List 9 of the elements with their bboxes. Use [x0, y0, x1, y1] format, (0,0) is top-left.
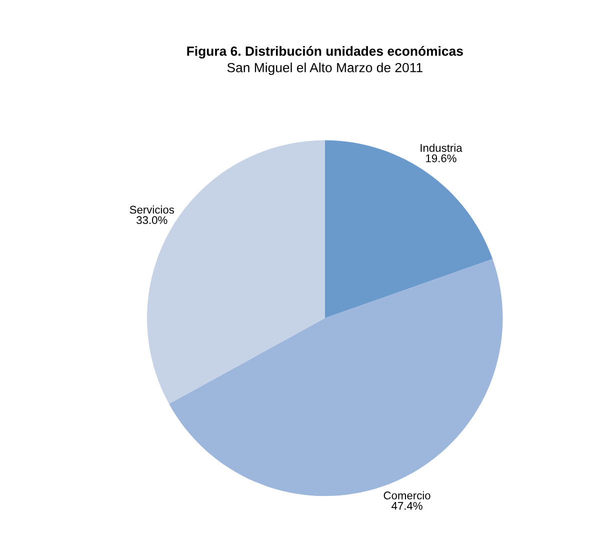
slice-label: Servicios: [130, 206, 174, 214]
chart-title: Figura 6. Distribución unidades económicas: [187, 46, 463, 58]
data-label: 33.0%: [136, 216, 168, 224]
pie-slice: [324, 140, 493, 318]
slice-label: Comercio: [384, 491, 430, 500]
data-label: 19.6%: [426, 154, 456, 162]
slice-label: Industria: [420, 144, 462, 152]
data-label: 47.4%: [392, 502, 422, 510]
chart-subtitle: San Miguel el Alto Marzo de 2011: [227, 62, 422, 75]
